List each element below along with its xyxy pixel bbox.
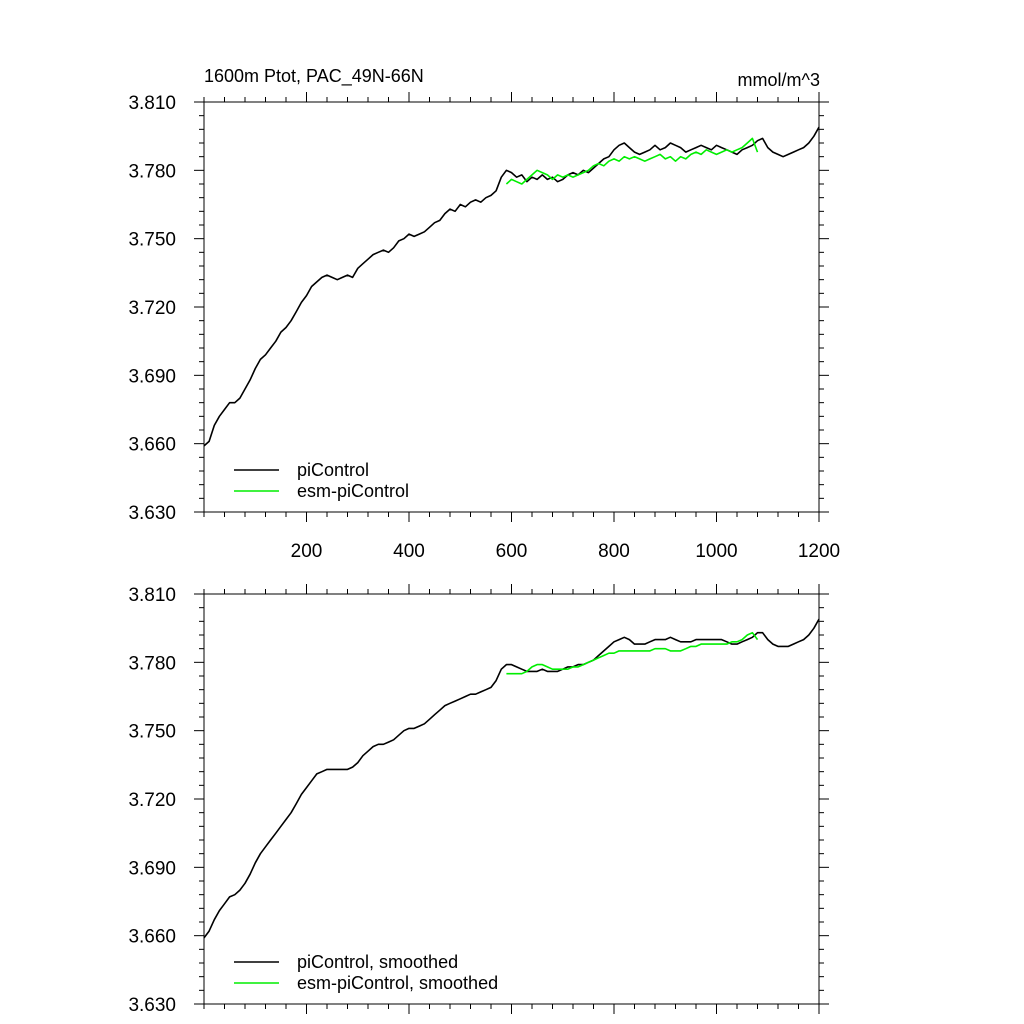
x-tick-label: 1000 xyxy=(695,541,737,562)
y-tick-label: 3.660 xyxy=(128,435,176,456)
series-line-esm-picontrol-smoothed xyxy=(506,631,759,675)
y-tick-label: 3.750 xyxy=(128,722,176,743)
legend-label: piControl xyxy=(297,460,369,480)
panel-bottom: 3.810 3.780 3.750 3.720 3.690 3.660 3.630 piCon… xyxy=(128,584,829,1016)
y-tick-label: 3.630 xyxy=(128,995,176,1016)
x-tick-label: 1200 xyxy=(798,541,840,562)
y-tick-label: 3.780 xyxy=(128,161,176,182)
y-tick-label: 3.690 xyxy=(128,858,176,879)
series-line-picontrol-smoothed xyxy=(203,618,820,939)
panel-top: 3.810 3.780 3.750 3.720 3.690 3.660 3.630 200 40… xyxy=(128,92,840,562)
bottom-x-ticks xyxy=(203,584,820,1014)
series-line-picontrol xyxy=(203,126,820,447)
top-x-ticks xyxy=(203,92,820,522)
x-tick-label: 400 xyxy=(393,541,425,562)
legend-label: esm-piControl, smoothed xyxy=(297,973,498,993)
x-tick-label: 200 xyxy=(291,541,323,562)
legend-label: esm-piControl xyxy=(297,481,409,501)
y-tick-label: 3.810 xyxy=(128,93,176,114)
y-tick-label: 3.720 xyxy=(128,298,176,319)
top-plot-frame xyxy=(203,101,820,513)
y-tick-label: 3.660 xyxy=(128,927,176,948)
series-line-esm-picontrol xyxy=(505,137,759,185)
x-tick-label: 600 xyxy=(496,541,528,562)
y-tick-label: 3.780 xyxy=(128,653,176,674)
chart-title: 1600m Ptot, PAC_49N-66N xyxy=(204,66,424,87)
y-tick-label: 3.810 xyxy=(128,585,176,606)
bottom-y-ticks xyxy=(194,593,829,1005)
x-tick-label: 800 xyxy=(598,541,630,562)
units-label: mmol/m^3 xyxy=(738,70,820,90)
y-tick-label: 3.630 xyxy=(128,503,176,524)
bottom-plot-frame xyxy=(203,593,820,1005)
y-tick-label: 3.720 xyxy=(128,790,176,811)
legend-label: piControl, smoothed xyxy=(297,952,458,972)
top-y-ticks xyxy=(194,101,829,513)
y-tick-label: 3.750 xyxy=(128,230,176,251)
y-tick-label: 3.690 xyxy=(128,366,176,387)
